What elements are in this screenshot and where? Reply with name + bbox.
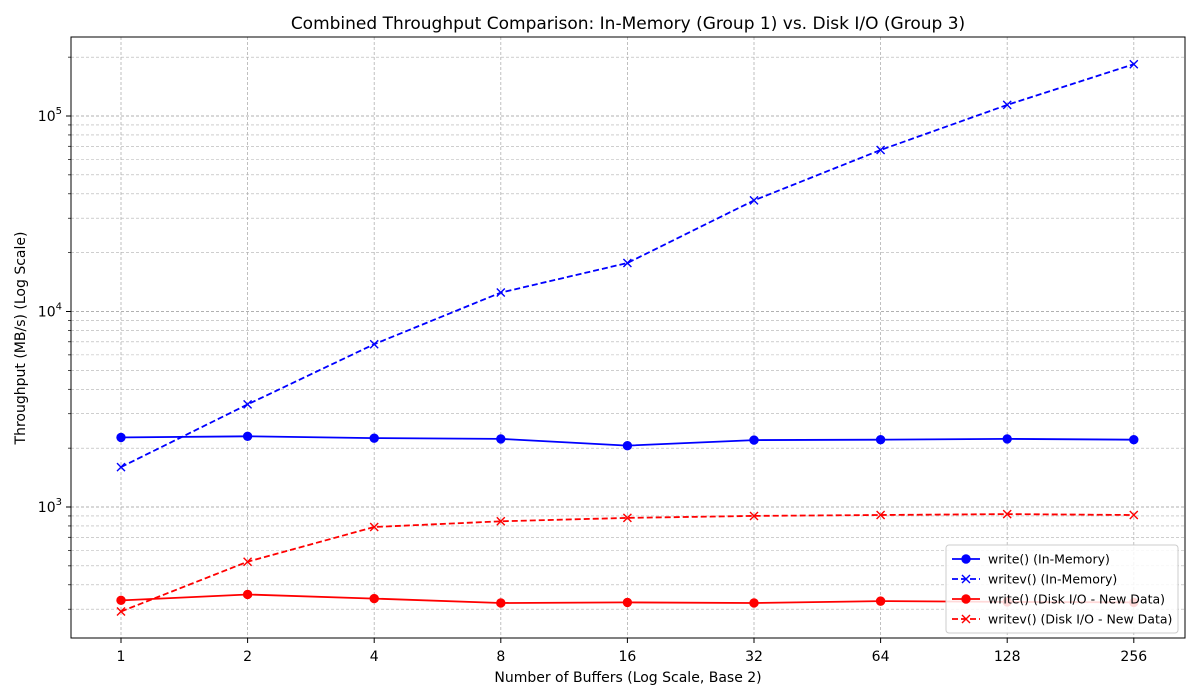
data-point [749,195,759,205]
data-point [749,511,759,521]
x-tick-label: 256 [1120,649,1147,665]
legend-item: write() (In-Memory) [952,552,1110,567]
data-point [369,522,379,532]
x-tick-label: 2 [243,649,252,665]
data-point [1129,59,1139,69]
data-point [876,145,886,155]
data-point [496,598,506,608]
x-axis-label: Number of Buffers (Log Scale, Base 2) [494,670,761,686]
legend-label: write() (Disk I/O - New Data) [988,592,1165,607]
data-point [1129,434,1139,445]
data-point [622,258,632,268]
legend-marker [961,614,971,624]
data-point [242,431,253,441]
x-axis-ticks: 1 2 4 8 16 32 64 128 256 [117,638,1147,665]
x-tick-label: 4 [370,649,379,665]
series-1 [116,431,1139,451]
data-point [496,516,506,526]
data-point [243,399,253,409]
data-point [1002,509,1012,519]
data-point [622,440,633,451]
y-tick-label: 104 [38,302,62,321]
data-point [242,589,253,600]
legend-marker [961,594,971,604]
x-tick-label: 8 [496,649,505,665]
data-point [749,435,759,445]
legend-label: writev() (In-Memory) [988,572,1117,587]
x-tick-label: 64 [872,649,890,665]
legend-item: writev() (In-Memory) [952,572,1117,587]
data-point [876,510,886,520]
data-point [622,597,633,608]
data-point [1002,100,1012,110]
data-point [116,462,126,472]
x-tick-label: 128 [994,649,1021,665]
data-point [243,557,253,567]
series-4 [116,509,1139,617]
legend-label: write() (In-Memory) [988,552,1110,567]
plot-area-frame [70,36,1186,639]
y-axis-ticks: 103 104 105 [38,56,71,610]
legend-label: writev() (Disk I/O - New Data) [988,612,1172,627]
legend-box [945,544,1179,634]
data-point [496,288,506,298]
legend-item: writev() (Disk I/O - New Data) [952,612,1172,627]
data-point [496,434,506,444]
legend: write() (In-Memory) writev() (In-Memory) w… [945,544,1179,634]
y-tick-label: 105 [38,106,62,125]
data-point [369,433,379,443]
x-tick-label: 1 [117,649,126,665]
data-point [116,607,126,617]
data-point [1002,434,1012,444]
y-axis-label: Throughput (MB/s) (Log Scale) [13,232,29,446]
x-tick-label: 16 [618,649,636,665]
data-point [749,598,759,608]
y-tick-label: 103 [38,497,62,516]
legend-item: write() (Disk I/O - New Data) [952,592,1165,607]
series-2 [116,59,1139,472]
data-point [875,596,886,606]
data-point [116,595,126,606]
grid-lines [71,37,1185,638]
chart-title: Combined Throughput Comparison: In-Memor… [291,14,965,34]
data-point [369,593,379,604]
series-line [120,513,1134,613]
data-point [875,434,886,445]
data-point [622,513,632,523]
data-point [116,432,126,443]
legend-marker [961,574,971,584]
x-tick-label: 32 [745,649,763,665]
legend-marker [961,554,971,564]
data-point [369,339,379,349]
data-point [1129,510,1139,520]
